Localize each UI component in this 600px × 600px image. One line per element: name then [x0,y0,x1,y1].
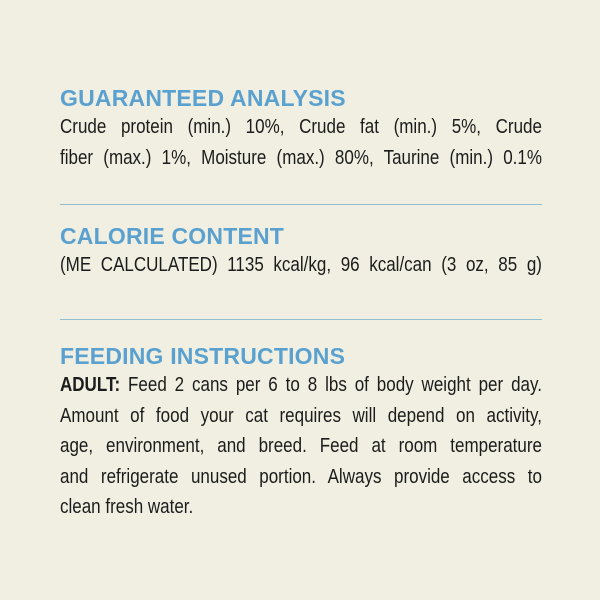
calorie-content-section: CALORIE CONTENT (ME CALCULATED) 1135 kca… [60,222,542,281]
analysis-line: fiber (max.) 1%, Moisture (max.) 80%, Ta… [60,146,542,169]
adult-label: ADULT: [60,374,121,396]
calorie-line: (ME CALCULATED) 1135 kcal/kg, 96 kcal/ca… [60,254,542,276]
feeding-instructions-section: FEEDING INSTRUCTIONS ADULT: Feed 2 cans … [60,342,542,523]
guaranteed-analysis-heading: GUARANTEED ANALYSIS [60,85,346,111]
guaranteed-analysis-section: GUARANTEED ANALYSIS Crude protein (min.)… [60,84,542,173]
feeding-line-text: Feed 2 cans per 6 to 8 lbs of body weigh… [120,374,542,396]
feeding-line: Amount of food your cat requires will de… [60,404,542,427]
feeding-line: and refrigerate unused portion. Always p… [60,465,542,488]
feeding-instructions-heading: FEEDING INSTRUCTIONS [60,343,346,369]
feeding-line: clean fresh water. [60,496,194,518]
analysis-line: Crude protein (min.) 10%, Crude fat (min… [60,116,542,138]
divider [60,319,542,320]
feeding-line: ADULT: Feed 2 cans per 6 to 8 lbs of bod… [60,370,542,401]
feeding-line: age, environment, and breed. Feed at roo… [60,435,542,457]
calorie-content-heading: CALORIE CONTENT [60,223,285,249]
divider [60,204,542,205]
